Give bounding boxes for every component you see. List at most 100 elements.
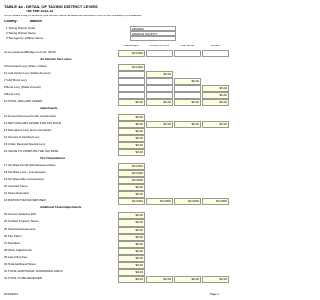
row-label: 4 Levy Approved/Budget on Form LB-50 <box>4 51 56 54</box>
row-label: 29 Late Filing Fee <box>4 255 28 259</box>
field-box: 2404000 <box>130 26 176 31</box>
cell: $0.00 <box>118 120 145 128</box>
cell: $0.00 <box>118 134 145 142</box>
row-label: 10 TOTAL DOLLARS LEVIED <box>4 100 43 104</box>
field-label: 1 Taxing District Code <box>6 27 36 30</box>
cell <box>118 85 145 93</box>
cell: $0.00 <box>118 212 145 220</box>
cell: $0.00 <box>202 120 229 128</box>
column-header: LOCAL OPTION <box>149 45 170 47</box>
cell <box>174 50 201 58</box>
cell <box>146 78 173 86</box>
cell <box>146 50 173 58</box>
cell: $0.00 <box>118 254 145 262</box>
county: Marion <box>30 20 42 23</box>
note: NOTE: Retain a copy of levies for your r… <box>4 15 142 17</box>
row-label: 6 Local Option Levy (Dollar Amount) <box>4 72 51 76</box>
row-label: 18 Tax Rate Loss - Compression <box>4 171 46 174</box>
cell: $0.00 <box>174 78 201 86</box>
row-label: 30 Total Additional Taxes <box>4 262 36 266</box>
field-label: 2 Taxing District Name <box>6 32 36 35</box>
field-box: MARION COUNTY <box>130 31 176 36</box>
row-label: 21 Taxes Extended <box>4 192 29 196</box>
title: TABLE 4a - DETAIL OF TAXING DISTRICT LEV… <box>4 5 98 9</box>
row-label: 16 VALUE TO COMPUTE THE TAX RATE <box>4 149 59 153</box>
page: TABLE 4a - DETAIL OF TAXING DISTRICT LEV… <box>4 5 229 296</box>
cell: $0.00 <box>118 275 145 283</box>
cell: $0.00 <box>146 71 173 79</box>
cell: $0.00 <box>118 141 145 149</box>
cell: $0.00 <box>202 275 229 283</box>
row-label: 8 Bond Levy (Dollar Amount) <box>4 86 41 90</box>
cell: $0.00 <box>174 275 201 283</box>
cell: $0.00 <box>118 127 145 135</box>
cell: $0.0000 <box>174 198 201 206</box>
cell: $3.0302 <box>118 162 145 171</box>
row-label: 31 TOTAL ADDITIONAL TAXES/FINAL RECS <box>4 269 63 273</box>
county-label: County: <box>4 20 18 23</box>
cell: $3.0302 <box>118 50 145 58</box>
field-label: 3 Tax Agency (Office) Name <box>6 37 44 40</box>
row-label: 26 Fire Patrol <box>4 234 22 238</box>
row-label: 13 Permanent Levy and Local Option <box>4 128 52 132</box>
subtitle: Tax Year 2012-13 <box>26 10 54 13</box>
cell <box>146 92 173 100</box>
cell: $0.00 <box>146 99 173 107</box>
row-label: 22 DISTRICT RATES IMPOSED <box>4 199 46 203</box>
cell: $0.00 <box>118 219 145 227</box>
row-label: 14 Amount of Certified Levy <box>4 135 40 139</box>
cell <box>118 71 145 79</box>
row-label: 28 Other Adjustments <box>4 248 32 252</box>
row-label: 27 Penalties <box>4 241 20 245</box>
column-header: PERMANENT <box>123 45 140 47</box>
cell: $0.00 <box>118 184 145 192</box>
row-label: 19 Tax Rate After Compression <box>4 178 44 181</box>
cell: $0.00 <box>118 148 145 156</box>
cell: $0.00 <box>118 261 145 269</box>
cell <box>202 50 229 58</box>
row-label: 9 Bond Levy <box>4 93 21 97</box>
cell: $0.00 <box>202 92 229 100</box>
cell: $0.00 <box>118 226 145 234</box>
cell: $0.00 <box>118 191 145 199</box>
column-header: BONDS <box>210 45 221 47</box>
cell: $0.00 <box>118 233 145 241</box>
cell: $0.0000 <box>202 198 229 206</box>
cell: $3.0302 <box>118 198 145 206</box>
cell: $0.00 <box>174 120 201 128</box>
row-label: 23 Amount Added to Roll <box>4 213 36 217</box>
cell <box>174 85 201 93</box>
cell: $0.0000 <box>118 170 145 178</box>
row-label: 32 TOTAL TO BE RECEIVED <box>4 276 42 280</box>
cell: $0.00 <box>118 247 145 255</box>
cell <box>118 92 145 100</box>
column-header: GAP BOND <box>180 45 195 47</box>
row-label: 12 NET DOLLARS LEVIED FOR TAX ROLE <box>4 121 61 125</box>
cell: $0.0000 <box>118 177 145 185</box>
page-number: Page 1 <box>210 293 219 296</box>
section-label: Additional Taxes/Adjustments <box>40 206 82 210</box>
cell <box>146 85 173 93</box>
row-label: 15 Urban Renewal Special Levy <box>4 142 46 146</box>
row-label: 24 Omitted Property Taxes <box>4 220 39 224</box>
field-box <box>130 36 176 41</box>
row-label: 25 Special Assessments <box>4 227 36 231</box>
section-label: Adjustments <box>40 107 58 111</box>
cell: $0.00 <box>202 99 229 107</box>
row-label: 5 Permanent Levy (Rate x Value) <box>4 65 47 69</box>
cell: $0.00 <box>146 120 173 128</box>
cell: $3.0302 <box>118 64 145 72</box>
section-label: Tax Computations <box>40 156 66 160</box>
section-label: Ad Valorem Tax Levies <box>40 58 72 61</box>
cell: $0.00 <box>118 99 145 107</box>
row-label: 11 Amount Received Under Construction <box>4 114 57 118</box>
row-label: 20 Imposed Taxes <box>4 185 28 189</box>
date: 10/19/2012 <box>4 293 18 296</box>
cell: $0.00 <box>146 275 173 283</box>
cell: $0.00 <box>174 99 201 107</box>
row-label: 7 GAP Bond Levy <box>4 79 27 83</box>
cell: $0.00 <box>202 85 229 93</box>
cell: $0.00 <box>118 240 145 248</box>
cell <box>118 78 145 86</box>
cell <box>174 92 201 100</box>
